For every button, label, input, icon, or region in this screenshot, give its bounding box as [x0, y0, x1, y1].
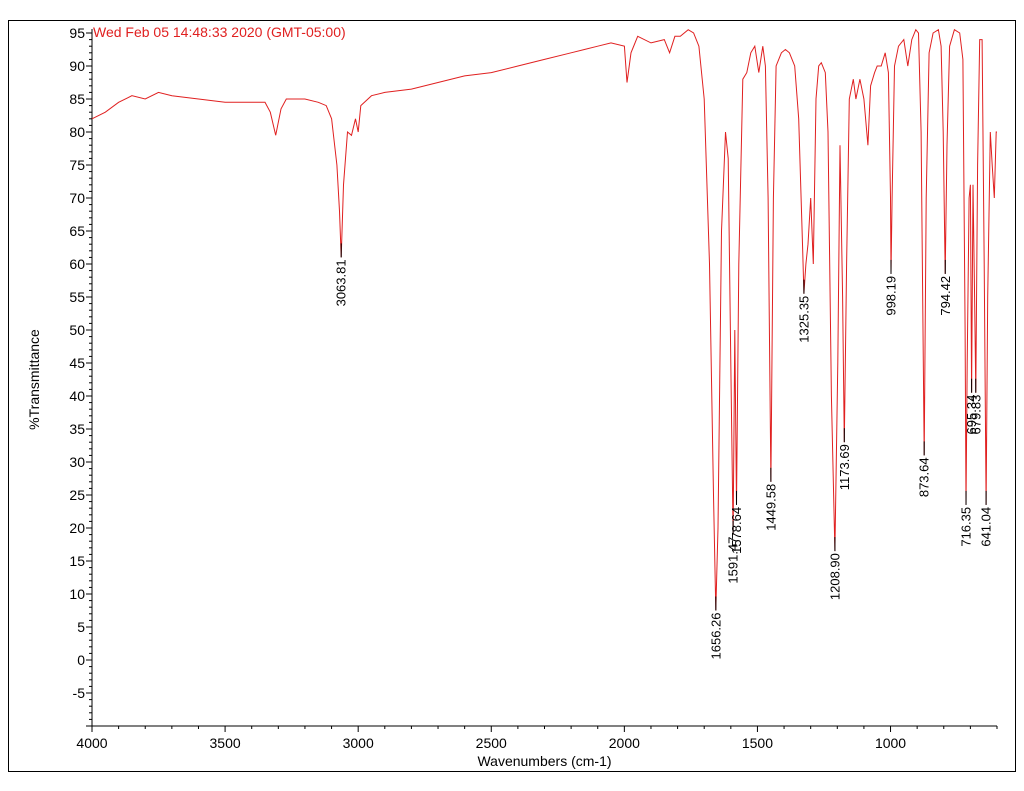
chart-frame: 95 90 85 80 75 70 65 60 55 50 45 40 35 30 25 20 15 10 5 0 -5… [8, 20, 1016, 772]
spectrum-line [91, 28, 997, 611]
ir-spectrum-chart: 95908580757065605550454035302520151050-5… [26, 24, 998, 769]
axes-layer: 95908580757065605550454035302520151050-5… [69, 25, 998, 751]
peak-label: 3063.81 [334, 259, 349, 306]
peak-label: 716.35 [959, 507, 974, 547]
peak-label: 695.34 [964, 395, 979, 435]
y-tick-label: 50 [69, 322, 85, 338]
y-axis-label: %Transmittance [26, 329, 42, 430]
y-tick-label: 70 [69, 190, 85, 206]
peak-label: 1208.90 [827, 553, 842, 600]
y-tick-label: 95 [69, 25, 85, 41]
peak-label: 1578.64 [729, 507, 744, 554]
x-tick-label: 4000 [76, 735, 107, 751]
x-tick-label: 1000 [875, 735, 906, 751]
y-tick-label: 55 [69, 289, 85, 305]
spectrum-layer [91, 28, 997, 611]
peak-label: 641.04 [979, 507, 994, 547]
y-tick-label: 35 [69, 421, 85, 437]
y-tick-label: 60 [69, 256, 85, 272]
y-tick-label: 15 [69, 553, 85, 569]
y-tick-label: 20 [69, 520, 85, 536]
peak-label: 998.19 [884, 276, 899, 316]
y-tick-label: 75 [69, 157, 85, 173]
y-tick-label: 80 [69, 124, 85, 140]
y-tick-label: 10 [69, 586, 85, 602]
y-tick-label: 30 [69, 454, 85, 470]
y-tick-label: -5 [73, 685, 86, 701]
peak-label: 873.64 [917, 457, 932, 497]
peak-label: 1449.58 [763, 484, 778, 531]
x-tick-label: 3000 [343, 735, 374, 751]
y-tick-label: 0 [77, 652, 85, 668]
y-tick-label: 45 [69, 355, 85, 371]
peak-label: 1173.69 [837, 444, 852, 490]
y-tick-label: 40 [69, 388, 85, 404]
y-tick-label: 5 [77, 619, 85, 635]
x-tick-label: 2500 [476, 735, 507, 751]
x-tick-label: 2000 [609, 735, 640, 751]
peak-label: 1325.35 [796, 296, 811, 343]
x-tick-label: 3500 [210, 735, 241, 751]
peak-label: 794.42 [938, 276, 953, 316]
timestamp-label: Wed Feb 05 14:48:33 2020 (GMT-05:00) [93, 24, 346, 40]
y-tick-label: 65 [69, 223, 85, 239]
peak-label: 1591.47 [726, 537, 741, 584]
peak-label: 1656.26 [708, 613, 723, 660]
y-tick-label: 85 [69, 91, 85, 107]
peak-label: 679.83 [968, 395, 983, 435]
y-tick-label: 25 [69, 487, 85, 503]
y-tick-label: 90 [69, 58, 85, 74]
x-tick-label: 1500 [742, 735, 773, 751]
x-axis-label: Wavenumbers (cm-1) [477, 753, 611, 769]
